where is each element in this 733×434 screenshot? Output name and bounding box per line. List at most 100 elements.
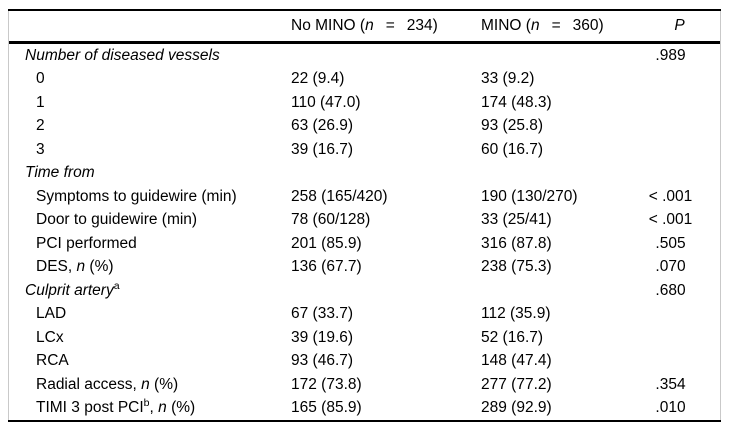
row-label: 0	[9, 70, 291, 88]
row-label: Door to guidewire (min)	[9, 211, 291, 229]
label-text: TIMI 3 post PCI	[36, 399, 144, 417]
label-text: Time from	[25, 164, 95, 182]
no-mino-value: 63 (26.9)	[291, 117, 354, 135]
header-mino-prefix: MINO (	[481, 17, 531, 34]
label-text: (%)	[166, 399, 196, 417]
row-label: Culprit arterya	[9, 279, 291, 300]
bottom-rule	[8, 420, 721, 422]
mino-value: 174 (48.3)	[481, 93, 552, 111]
row-label: LCx	[9, 329, 291, 347]
no-mino-value: 172 (73.8)	[291, 375, 362, 393]
header-mino-count: 360)	[572, 17, 604, 34]
mino-value: 190 (130/270)	[481, 187, 578, 205]
no-mino-value: 165 (85.9)	[291, 399, 362, 417]
label-text: n	[141, 375, 150, 393]
table-row: TIMI 3 post PCIb, n (%) 165 (85.9) 289 (92…	[9, 397, 720, 421]
header-p: P	[621, 17, 720, 35]
label-text: PCI performed	[36, 234, 137, 252]
mino-value: 33 (25/41)	[481, 211, 552, 229]
table-row: Door to guidewire (min) 78 (60/128) 33 (25…	[9, 209, 720, 233]
label-text: n	[158, 399, 167, 417]
table-row: LAD 67 (33.7) 112 (35.9)	[9, 303, 720, 327]
mino-value: 93 (25.8)	[481, 117, 544, 135]
mino-value: 148 (47.4)	[481, 352, 552, 370]
mino-value: 289 (92.9)	[481, 399, 552, 417]
header-separator-rule	[9, 41, 720, 44]
header-p-label: P	[674, 17, 685, 34]
row-label: Number of diseased vessels	[9, 47, 291, 65]
label-text: (%)	[149, 375, 179, 393]
row-label: LAD	[9, 305, 291, 323]
label-text: RCA	[36, 352, 69, 370]
no-mino-value: 78 (60/128)	[291, 211, 371, 229]
mino-value: 238 (75.3)	[481, 258, 552, 276]
header-no-mino: No MINO (n = 234)	[291, 17, 481, 35]
no-mino-value: 39 (19.6)	[291, 328, 354, 346]
table-row: Time from	[9, 162, 720, 186]
label-text: Radial access,	[36, 375, 142, 393]
table-row: 3 39 (16.7) 60 (16.7)	[9, 138, 720, 162]
label-text: DES,	[36, 258, 77, 276]
no-mino-value: 136 (67.7)	[291, 258, 362, 276]
label-text: Culprit artery	[25, 281, 114, 299]
header-no-mino-prefix: No MINO (	[291, 17, 366, 34]
p-value: < .001	[648, 211, 693, 229]
row-label: RCA	[9, 352, 291, 370]
header-mino-n: n	[530, 17, 540, 34]
p-value: .354	[655, 375, 686, 393]
clinical-characteristics-table: No MINO (n = 234) MINO (n = 360) P Number of…	[8, 9, 721, 422]
p-value: .989	[655, 46, 686, 64]
row-label: TIMI 3 post PCIb, n (%)	[9, 397, 291, 417]
mino-value: 316 (87.8)	[481, 234, 552, 252]
mino-value: 33 (9.2)	[481, 70, 535, 88]
table-row: Culprit arterya .680	[9, 279, 720, 303]
p-value: .505	[655, 234, 686, 252]
label-text: 1	[36, 93, 45, 111]
no-mino-value: 201 (85.9)	[291, 234, 362, 252]
table-row: PCI performed 201 (85.9) 316 (87.8) .505	[9, 232, 720, 256]
row-label: Symptoms to guidewire (min)	[9, 188, 291, 206]
label-superscript: a	[113, 279, 120, 292]
mino-value: 60 (16.7)	[481, 140, 544, 158]
table-row: Number of diseased vessels .989	[9, 44, 720, 68]
label-text: ,	[149, 399, 159, 417]
label-text: (%)	[85, 258, 114, 276]
no-mino-value: 258 (165/420)	[291, 187, 388, 205]
mino-value: 52 (16.7)	[481, 328, 544, 346]
label-text: n	[76, 258, 86, 276]
header-no-mino-n: n	[365, 17, 374, 34]
table-row: DES, n (%) 136 (67.7) 238 (75.3) .070	[9, 256, 720, 280]
table-row: Symptoms to guidewire (min) 258 (165/420)…	[9, 185, 720, 209]
p-value: .680	[655, 281, 686, 299]
row-label: PCI performed	[9, 235, 291, 253]
row-label: 2	[9, 117, 291, 135]
header-no-mino-count: 234)	[406, 17, 438, 34]
table-row: LCx 39 (19.6) 52 (16.7)	[9, 326, 720, 350]
table-body: Number of diseased vessels .989 0 22 (9.4) 3…	[9, 44, 720, 420]
row-label: 3	[9, 141, 291, 159]
no-mino-value: 39 (16.7)	[291, 140, 354, 158]
row-label: 1	[9, 94, 291, 112]
label-superscript: b	[143, 397, 150, 410]
label-text: Number of diseased vessels	[25, 46, 220, 64]
label-text: Door to guidewire (min)	[36, 211, 198, 229]
no-mino-value: 22 (9.4)	[291, 70, 345, 88]
mino-value: 112 (35.9)	[481, 305, 551, 323]
row-label: Radial access, n (%)	[9, 376, 291, 394]
table-row: 1 110 (47.0) 174 (48.3)	[9, 91, 720, 115]
row-label: Time from	[9, 164, 291, 182]
table-header-row: No MINO (n = 234) MINO (n = 360) P	[9, 11, 720, 41]
header-no-mino-equals: =	[385, 17, 395, 34]
no-mino-value: 93 (46.7)	[291, 352, 354, 370]
label-text: 0	[36, 70, 45, 88]
table-inner: No MINO (n = 234) MINO (n = 360) P Number of…	[8, 11, 721, 420]
p-value: < .001	[648, 187, 693, 205]
p-value: .010	[655, 399, 686, 417]
table-row: 0 22 (9.4) 33 (9.2)	[9, 68, 720, 92]
label-text: LCx	[36, 328, 64, 346]
mino-value: 277 (77.2)	[481, 375, 552, 393]
no-mino-value: 110 (47.0)	[291, 93, 361, 111]
table-row: 2 63 (26.9) 93 (25.8)	[9, 115, 720, 139]
top-rule	[8, 9, 721, 11]
table-row: RCA 93 (46.7) 148 (47.4)	[9, 350, 720, 374]
